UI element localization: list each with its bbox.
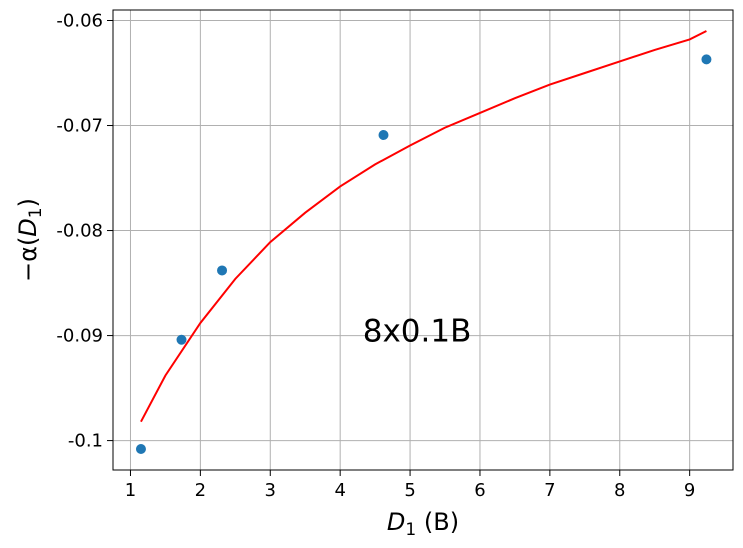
data-point: [701, 54, 712, 65]
x-tick-label: 4: [334, 480, 345, 501]
x-tick-label: 3: [265, 480, 276, 501]
grid-lines: [113, 10, 733, 470]
data-point: [378, 129, 389, 140]
y-axis-title-prefix: −α(: [14, 237, 42, 282]
data-point: [135, 443, 146, 454]
y-tick-label: -0.07: [56, 116, 103, 137]
plot-area: [113, 10, 733, 470]
y-axis-title: −α(D1): [14, 198, 46, 282]
x-axis-title: D1 (B): [387, 508, 459, 540]
y-tick-label: -0.09: [56, 326, 103, 347]
x-axis-title-unit: (B): [416, 508, 459, 536]
y-axis-title-sub: 1: [26, 207, 46, 218]
x-axis-title-var: D: [387, 508, 405, 536]
plot-frame: [112, 9, 734, 471]
x-tick-label: 8: [614, 480, 625, 501]
y-axis-title-suffix: ): [14, 198, 42, 207]
axis-ticks: [107, 20, 691, 476]
y-tick-label: -0.1: [68, 431, 103, 452]
annotation-label: 8x0.1B: [363, 313, 472, 349]
x-tick-label: 2: [195, 480, 206, 501]
fit-line: [140, 30, 707, 423]
data-point: [176, 334, 187, 345]
y-tick-label: -0.08: [56, 221, 103, 242]
x-axis-title-sub: 1: [405, 520, 416, 540]
x-tick-label: 7: [544, 480, 555, 501]
x-tick-label: 6: [474, 480, 485, 501]
y-tick-label: -0.06: [56, 11, 103, 32]
data-points-layer: [135, 54, 712, 454]
x-tick-label: 5: [404, 480, 415, 501]
x-tick-label: 9: [684, 480, 695, 501]
x-tick-label: 1: [125, 480, 136, 501]
fit-curve-layer: [140, 30, 707, 423]
data-point: [217, 265, 228, 276]
y-axis-title-var: D: [14, 218, 42, 236]
